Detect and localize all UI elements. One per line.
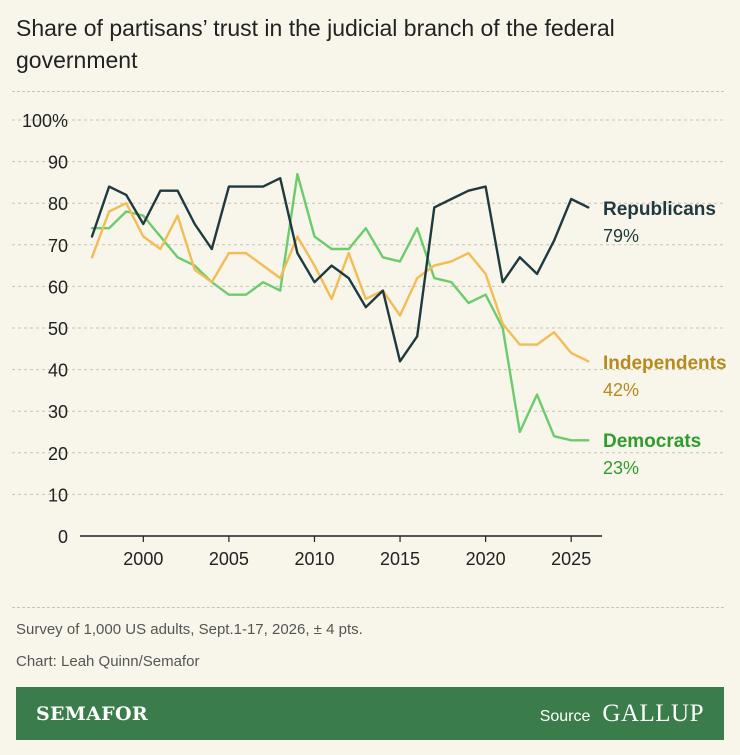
axes: 0 10 20 30 40 50 60 70 80 90 100% 2000 2005 2010 2015 2… (22, 111, 602, 569)
y-tick-label: 80 (48, 194, 68, 214)
y-tick-label: 60 (48, 277, 68, 297)
series-line-republicans (90, 176, 590, 363)
y-tick-label: 10 (48, 485, 68, 505)
series-end-value-democrats: 23% (603, 458, 639, 478)
series-end-value-independents: 42% (603, 380, 639, 400)
series-line-democrats (90, 172, 590, 442)
gallup-logo[interactable]: GALLUP (602, 699, 704, 727)
x-tick-label: 2015 (380, 549, 420, 569)
source: Source GALLUP (540, 700, 704, 728)
series-lines (90, 172, 590, 442)
series-label-democrats: Democrats (603, 431, 701, 452)
grid-lines (12, 119, 724, 495)
y-tick-label: 70 (48, 236, 68, 256)
x-tick-label: 2025 (551, 549, 591, 569)
survey-note: Survey of 1,000 US adults, Sept.1-17, 20… (16, 621, 363, 638)
footer-bar: SEMAFOR Source GALLUP (16, 687, 724, 740)
semafor-logo[interactable]: SEMAFOR (36, 702, 148, 725)
y-tick-label: 20 (48, 444, 68, 464)
top-divider (12, 91, 724, 92)
bottom-divider (12, 607, 724, 608)
y-tick-label: 30 (48, 402, 68, 422)
y-tick-label: 90 (48, 153, 68, 173)
series-line-independents (90, 201, 590, 363)
series-label-independents: Independents (603, 353, 727, 374)
chart-title: Share of partisans’ trust in the judicia… (16, 15, 615, 73)
x-tick-label: 2010 (294, 549, 334, 569)
x-tick-label: 2000 (123, 549, 163, 569)
chart-credit: Chart: Leah Quinn/Semafor (16, 653, 200, 670)
source-label: Source (539, 707, 591, 725)
y-tick-label: 50 (48, 319, 68, 339)
x-tick-label: 2005 (209, 549, 249, 569)
series-label-republicans: Republicans (603, 199, 716, 220)
y-tick-label: 40 (48, 361, 68, 381)
line-chart: 0 10 20 30 40 50 60 70 80 90 100% 2000 2005 2010 2015 2… (12, 111, 727, 569)
x-tick-label: 2020 (466, 549, 506, 569)
y-tick-label: 100% (22, 111, 68, 131)
series-end-value-republicans: 79% (603, 226, 639, 246)
y-tick-label: 0 (58, 527, 68, 547)
series-labels: Republicans 79% Independents 42% Democrats 23… (603, 199, 727, 478)
